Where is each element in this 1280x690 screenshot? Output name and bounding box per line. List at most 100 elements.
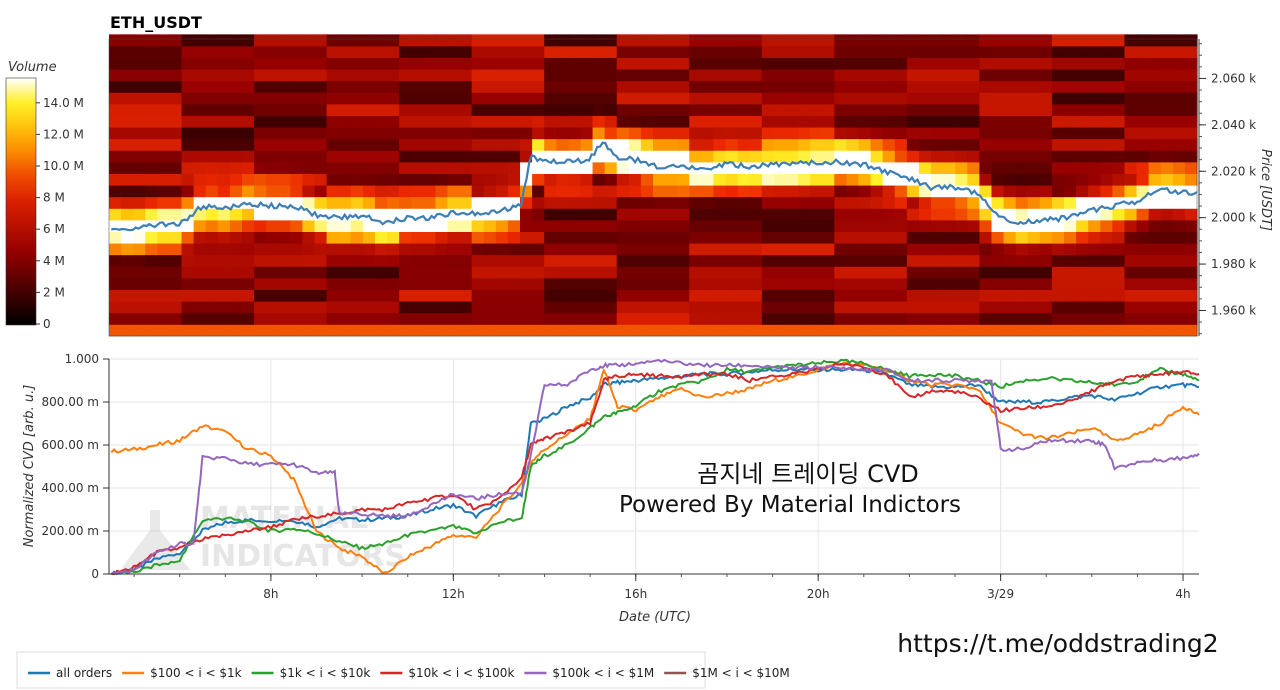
- legend-item[interactable]: $1k < i < $10k: [251, 666, 371, 680]
- heatmap-cell: [109, 161, 122, 174]
- heatmap-cell: [314, 138, 328, 151]
- heatmap-cell: [241, 219, 255, 232]
- heatmap-cell: [314, 231, 328, 244]
- legend-item[interactable]: $10k < i < $100k: [380, 666, 514, 680]
- heatmap-cell: [229, 127, 243, 140]
- heatmap-cell: [689, 80, 702, 93]
- heatmap-cell: [459, 277, 473, 290]
- heatmap-cell: [665, 34, 678, 47]
- heatmap-cell: [459, 103, 473, 116]
- heatmap-cell: [677, 277, 690, 290]
- heatmap-cell: [616, 254, 630, 267]
- heatmap-cell: [665, 138, 678, 151]
- heatmap-cell: [677, 115, 690, 128]
- heatmap-cell: [749, 254, 763, 267]
- heatmap-cell: [254, 312, 267, 325]
- telegram-link[interactable]: https://t.me/oddstrading2: [897, 629, 1218, 658]
- legend-item[interactable]: all orders: [28, 666, 112, 680]
- heatmap-cell: [1136, 138, 1150, 151]
- heatmap-cell: [713, 69, 727, 82]
- heatmap-cell: [701, 324, 715, 337]
- heatmap-cell: [773, 185, 787, 198]
- heatmap-cell: [725, 231, 739, 244]
- heatmap-cell: [145, 57, 158, 70]
- heatmap-cell: [254, 208, 267, 221]
- heatmap-cell: [532, 69, 545, 82]
- heatmap-cell: [362, 219, 376, 232]
- heatmap-cell: [725, 127, 739, 140]
- heatmap-cell: [241, 138, 255, 151]
- heatmap-cell: [544, 161, 557, 174]
- heatmap-cell: [955, 115, 968, 128]
- heatmap-cell: [785, 219, 799, 232]
- legend-item[interactable]: $1M < i < $10M: [664, 666, 790, 680]
- heatmap-cell: [338, 34, 352, 47]
- heatmap-cell: [931, 312, 944, 325]
- heatmap-cell: [725, 185, 739, 198]
- heatmap-cell: [435, 312, 449, 325]
- heatmap-cell: [374, 69, 388, 82]
- heatmap-cell: [471, 277, 485, 290]
- heatmap-cell: [653, 45, 666, 58]
- heatmap-cell: [653, 57, 666, 70]
- heatmap-cell: [640, 45, 654, 58]
- heatmap-cell: [1124, 34, 1138, 47]
- heatmap-cell: [193, 185, 207, 198]
- heatmap-cell: [169, 69, 183, 82]
- legend-item[interactable]: $100 < i < $1k: [122, 666, 242, 680]
- heatmap-cell: [387, 80, 400, 93]
- legend-item[interactable]: $100k < i < $1M: [524, 666, 654, 680]
- heatmap-cell: [254, 57, 267, 70]
- heatmap-cell: [906, 185, 920, 198]
- heatmap-cell: [217, 277, 231, 290]
- heatmap-cell: [834, 312, 848, 325]
- heatmap-cell: [737, 34, 751, 47]
- heatmap-cell: [544, 173, 557, 186]
- heatmap-cell: [1148, 150, 1162, 163]
- heatmap-cell: [955, 92, 968, 105]
- heatmap-cell: [290, 80, 304, 93]
- heatmap-cell: [882, 243, 896, 256]
- heatmap-cell: [556, 173, 569, 186]
- heatmap-cell: [181, 103, 195, 116]
- heatmap-cell: [761, 254, 775, 267]
- heatmap-cell: [1003, 185, 1017, 198]
- heatmap-cell: [326, 173, 340, 186]
- heatmap-cell: [640, 34, 654, 47]
- heatmap-cell: [773, 173, 787, 186]
- heatmap-cell: [677, 231, 690, 244]
- heatmap-cell: [604, 92, 618, 105]
- heatmap-cell: [435, 266, 449, 279]
- heatmap-cell: [713, 266, 727, 279]
- heatmap-cell: [1039, 45, 1053, 58]
- heatmap-cell: [689, 266, 702, 279]
- heatmap-cell: [785, 150, 799, 163]
- heatmap-cell: [145, 289, 158, 302]
- heatmap-cell: [616, 301, 630, 314]
- heatmap-cell: [1076, 150, 1089, 163]
- heatmap-cell: [483, 231, 497, 244]
- cvd-x-tick-label: 16h: [624, 587, 647, 601]
- heatmap-cell: [737, 254, 751, 267]
- heatmap-cell: [411, 57, 424, 70]
- heatmap-cell: [145, 243, 158, 256]
- heatmap-cell: [628, 208, 642, 221]
- heatmap-cell: [1124, 301, 1138, 314]
- heatmap-cell: [1039, 69, 1053, 82]
- heatmap-cell: [785, 138, 799, 151]
- heatmap-cell: [387, 254, 400, 267]
- heatmap-cell: [1136, 301, 1150, 314]
- heatmap-cell: [834, 289, 848, 302]
- heatmap-cell: [991, 266, 1005, 279]
- heatmap-cell: [580, 301, 594, 314]
- heatmap-cell: [326, 185, 340, 198]
- heatmap-cell: [955, 208, 968, 221]
- heatmap-cell: [749, 266, 763, 279]
- heatmap-cell: [967, 208, 980, 221]
- heatmap-cell: [544, 254, 557, 267]
- heatmap-cell: [1015, 231, 1029, 244]
- heatmap-cell: [1051, 115, 1065, 128]
- heatmap-cell: [1064, 34, 1077, 47]
- heatmap-cell: [725, 312, 739, 325]
- heatmap-cell: [749, 45, 763, 58]
